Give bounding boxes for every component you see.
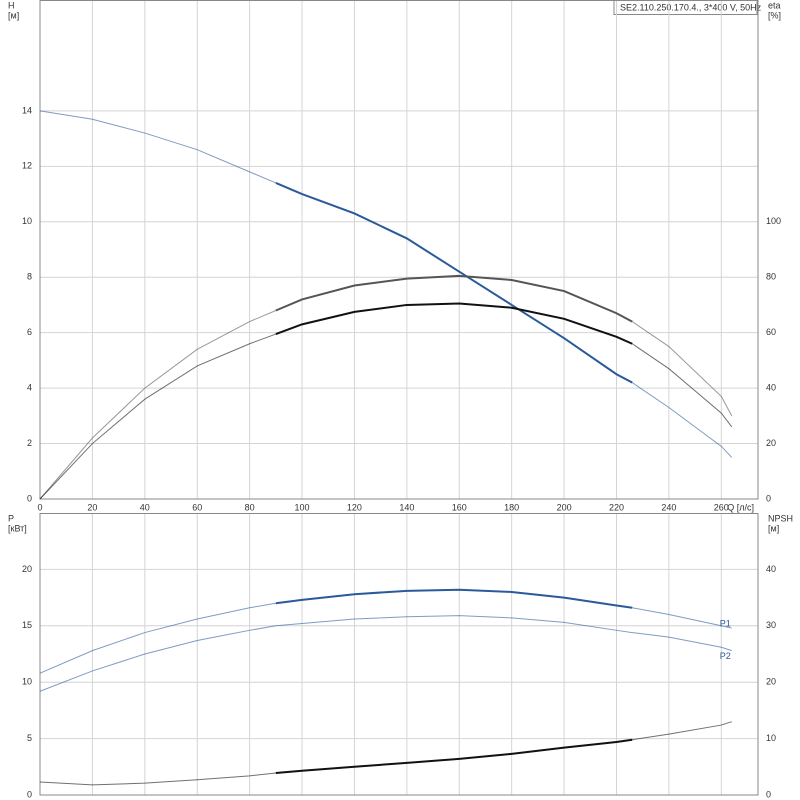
y2-tick-label: 0 [766, 789, 771, 799]
duty-range-line [275, 588, 633, 609]
y2-tick-label: 30 [766, 620, 776, 630]
y-tick-label: 4 [27, 382, 32, 392]
y2-tick-label: 0 [766, 493, 771, 503]
x-tick-label: 200 [557, 502, 572, 512]
y2-tick-label: 20 [766, 438, 776, 448]
y-tick-label: 8 [27, 272, 32, 282]
y-tick-label: 6 [27, 327, 32, 337]
chart-title: SE2.110.250.170.4., 3*400 V, 50Hz [620, 2, 762, 12]
plot-frame [39, 0, 759, 500]
y2-axis-unit: [м] [768, 523, 779, 533]
y2-tick-label: 40 [766, 564, 776, 574]
x-tick-label: 40 [140, 502, 150, 512]
x-tick-label: 220 [609, 502, 624, 512]
y-tick-label: 2 [27, 438, 32, 448]
y2-axis-label: eta [768, 0, 781, 10]
y-tick-label: 0 [27, 493, 32, 503]
y2-tick-label: 80 [766, 272, 776, 282]
y-tick-label: 14 [22, 105, 32, 115]
y-tick-label: 20 [22, 564, 32, 574]
y-axis-unit: [м] [8, 10, 19, 20]
series-label: P2 [720, 651, 731, 661]
y-tick-label: 15 [22, 620, 32, 630]
duty-range-line [275, 182, 633, 384]
x-tick-label: 260 [714, 502, 729, 512]
y-tick-label: 0 [27, 789, 32, 799]
y-tick-label: 10 [22, 677, 32, 687]
x-tick-label: 80 [245, 502, 255, 512]
duty-range-line [275, 302, 633, 345]
y2-axis-label: NPSH [768, 513, 793, 523]
y-tick-label: 10 [22, 216, 32, 226]
x-axis-label: Q [л/с] [727, 502, 754, 512]
x-tick-label: 140 [399, 502, 414, 512]
x-tick-label: 240 [661, 502, 676, 512]
y2-tick-label: 100 [766, 216, 781, 226]
duty-range-line [275, 274, 633, 323]
y-axis-label: P [8, 513, 14, 523]
y2-axis-unit: [%] [768, 10, 781, 20]
y-tick-label: 5 [27, 733, 32, 743]
y-tick-label: 12 [22, 161, 32, 171]
y2-tick-label: 40 [766, 382, 776, 392]
y2-tick-label: 60 [766, 327, 776, 337]
x-tick-label: 60 [192, 502, 202, 512]
plot-frame [39, 513, 759, 796]
series-label: P1 [720, 618, 731, 628]
x-tick-label: 20 [87, 502, 97, 512]
x-tick-label: 120 [347, 502, 362, 512]
y2-tick-label: 10 [766, 733, 776, 743]
duty-range-line [275, 738, 633, 775]
x-tick-label: 0 [37, 502, 42, 512]
y2-tick-label: 20 [766, 677, 776, 687]
series-line [39, 615, 732, 692]
x-tick-label: 180 [504, 502, 519, 512]
x-tick-label: 160 [452, 502, 467, 512]
y-axis-unit: [кВт] [8, 523, 27, 533]
x-tick-label: 100 [295, 502, 310, 512]
y-axis-label: H [8, 0, 15, 10]
